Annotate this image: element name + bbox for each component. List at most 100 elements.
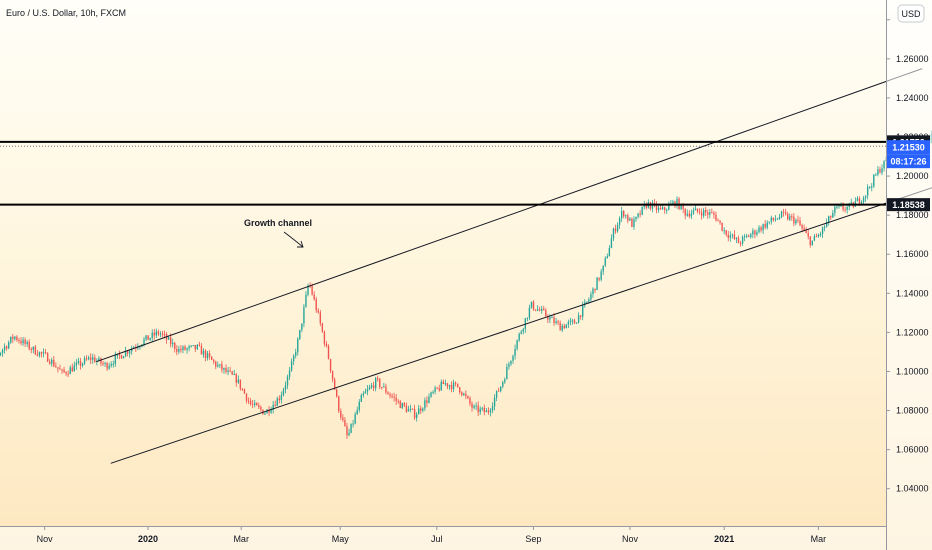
candle-body	[46, 353, 49, 362]
candle	[241, 388, 244, 391]
candle	[664, 206, 666, 214]
candle-body	[592, 288, 594, 295]
x-tick-label: Nov	[622, 534, 639, 544]
x-tick-label: 2021	[714, 534, 734, 544]
candle-body	[475, 405, 477, 407]
candle-body	[18, 339, 20, 342]
candle-body	[102, 363, 104, 365]
candle	[59, 364, 61, 370]
candle-body	[28, 341, 30, 349]
growth-channel-label[interactable]: Growth channel	[244, 218, 312, 228]
candle	[213, 358, 215, 365]
candle	[524, 318, 527, 333]
candle	[204, 349, 207, 362]
candle-body	[264, 413, 266, 415]
drawings[interactable]	[96, 68, 932, 464]
candle	[770, 215, 773, 225]
candle	[469, 396, 471, 407]
candle-body	[530, 301, 533, 308]
candle	[415, 412, 418, 422]
candle	[815, 233, 818, 238]
candle-body	[463, 393, 465, 395]
candle-body	[356, 409, 358, 415]
levels[interactable]	[0, 140, 886, 206]
candle-body	[840, 205, 842, 207]
candle-body	[317, 310, 319, 313]
candle	[110, 361, 112, 368]
time-axis-panel	[0, 526, 886, 550]
candle	[3, 343, 6, 354]
candle-body	[635, 216, 637, 220]
candle-body	[110, 364, 112, 366]
currency-button[interactable]: USD	[897, 4, 925, 23]
candle	[383, 382, 385, 388]
candle-body	[735, 237, 738, 239]
candle	[385, 383, 387, 395]
candle	[356, 406, 358, 416]
candle	[483, 404, 486, 416]
candle	[157, 329, 160, 337]
candle	[26, 340, 28, 347]
candle-body	[32, 346, 35, 350]
candle-body	[190, 345, 192, 347]
candle-body	[856, 198, 859, 202]
candle	[79, 357, 82, 370]
candle-body	[344, 420, 346, 427]
candle	[81, 362, 84, 368]
candle	[846, 205, 848, 214]
candle-body	[383, 386, 385, 388]
candle-body	[239, 379, 242, 389]
candle	[422, 407, 424, 413]
candle-body	[500, 386, 502, 392]
candle	[325, 341, 328, 348]
candle	[508, 361, 510, 370]
candle	[354, 411, 356, 425]
candle-body	[79, 361, 82, 366]
candle-body	[424, 400, 426, 409]
candle	[190, 345, 192, 348]
candle	[32, 346, 35, 354]
candle-body	[434, 387, 436, 392]
candle	[102, 360, 104, 367]
candle-body	[780, 211, 783, 218]
annotation-pointer-line[interactable]	[283, 231, 304, 248]
candle-body	[389, 394, 391, 396]
candle-body	[311, 285, 313, 295]
channel-upper-line[interactable]	[96, 68, 923, 363]
annotation-pointer-head[interactable]	[297, 240, 304, 248]
x-tick-label: May	[332, 534, 350, 544]
candle-body	[108, 365, 110, 369]
candle-body	[100, 358, 102, 364]
candle-body	[210, 356, 213, 360]
candle	[288, 367, 291, 381]
candle-body	[547, 316, 549, 320]
candle	[407, 405, 410, 412]
candle-body	[526, 317, 529, 319]
candle-body	[104, 363, 106, 365]
candle	[172, 338, 174, 348]
channel-lower-line[interactable]	[110, 183, 932, 464]
candle-body	[112, 363, 114, 365]
candle-body	[397, 400, 399, 402]
candle-body	[789, 216, 791, 220]
candle	[264, 411, 266, 416]
candle	[735, 237, 738, 244]
candle-body	[266, 409, 268, 414]
candle-body	[594, 288, 596, 291]
candle-body	[307, 285, 309, 295]
candle-body	[186, 348, 188, 350]
candle-body	[303, 306, 305, 324]
candle	[823, 224, 826, 232]
candle	[397, 399, 399, 404]
candle-body	[612, 228, 615, 239]
candle-body	[682, 204, 684, 210]
candle	[348, 428, 350, 437]
candle	[592, 287, 594, 298]
candle	[828, 215, 830, 226]
candle	[557, 319, 559, 326]
candle-body	[340, 411, 342, 418]
candle	[46, 352, 49, 362]
candle-body	[875, 174, 877, 176]
